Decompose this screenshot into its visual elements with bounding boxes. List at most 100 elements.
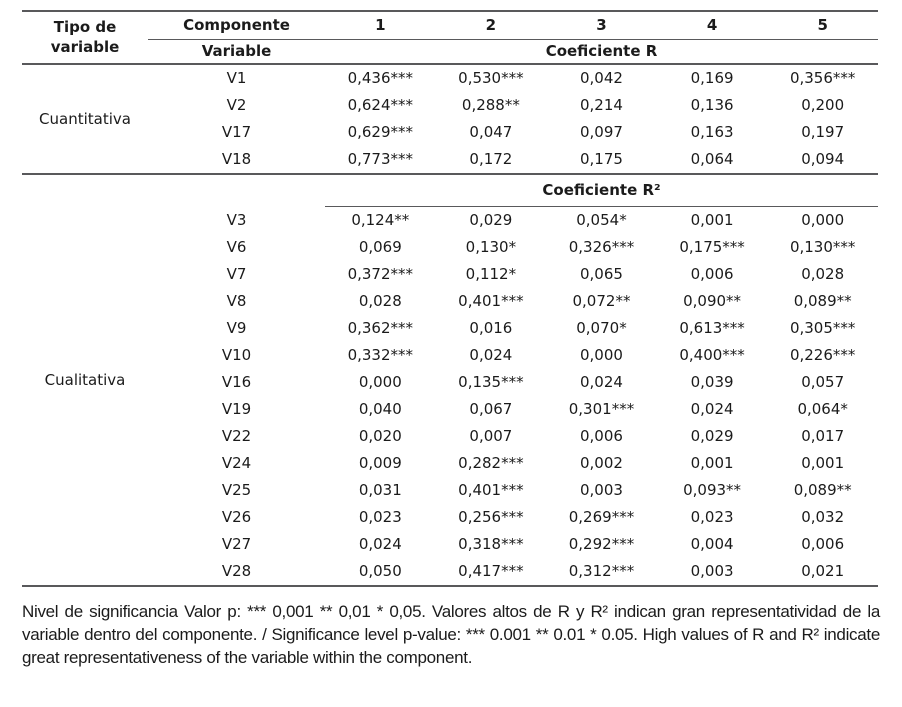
- coef-value: 0,629***: [347, 123, 414, 142]
- coef-value: 0,401***: [458, 481, 524, 500]
- coef-value: 0,067: [469, 400, 513, 419]
- coef-value: 0,372***: [347, 265, 414, 284]
- coef-value: 0,031: [358, 481, 402, 500]
- coef-value: 0,054*: [576, 211, 627, 230]
- table-row-v27: V27 0,024 0,318*** 0,292*** 0,004 0,006: [22, 531, 878, 558]
- header-row-variable: Variable Coeficiente R: [22, 39, 878, 65]
- coef-value: 0,002: [580, 454, 623, 473]
- coef-value: 0,089**: [793, 292, 852, 311]
- coef-value: 0,072**: [572, 292, 631, 311]
- variable-label: V16: [221, 373, 252, 392]
- variable-label: V3: [226, 210, 247, 229]
- table-row-v22: V22 0,020 0,007 0,006 0,029 0,017: [22, 423, 878, 450]
- coef-value: 0,016: [469, 319, 513, 338]
- coef-value: 0,006: [580, 427, 623, 446]
- coef-value: 0,069: [358, 238, 402, 257]
- variable-label: V8: [226, 292, 247, 311]
- table-row-v7: V7 0,372*** 0,112* 0,065 0,006 0,028: [22, 261, 878, 288]
- coef-value: 0,006: [690, 265, 734, 284]
- coef-value: 0,200: [801, 96, 845, 115]
- coef-value: 0,613***: [679, 319, 745, 338]
- coef-value: 0,039: [690, 373, 734, 392]
- coef-value: 0,000: [801, 211, 845, 230]
- table-row-v6: V6 0,069 0,130* 0,326*** 0,175*** 0,130***: [22, 234, 878, 261]
- coef-value: 0,040: [358, 400, 402, 419]
- coef-value: 0,318***: [458, 535, 524, 554]
- coef-value: 0,050: [358, 562, 402, 581]
- table-row-v28: V28 0,050 0,417*** 0,312*** 0,003 0,021: [22, 558, 878, 586]
- footnote: Nivel de significancia Valor p: *** 0,00…: [22, 602, 880, 667]
- coef-value: 0,400***: [679, 346, 745, 365]
- header-row-components: Tipo de variable Componente 1 2 3 4 5: [22, 11, 878, 65]
- variable-label: V10: [221, 346, 252, 365]
- coef-value: 0,401***: [458, 292, 524, 311]
- coef-value: 0,130*: [465, 238, 517, 257]
- coef-value: 0,090**: [683, 292, 742, 311]
- coef-value: 0,003: [580, 481, 623, 500]
- table-row-v1: Cuantitativa V1 0,436*** 0,530*** 0,042 0,169…: [22, 64, 878, 175]
- header-component-4: 4: [656, 11, 768, 40]
- coef-value: 0,773***: [325, 146, 436, 175]
- coef-value: 0,028: [801, 265, 845, 284]
- variable-label: V27: [221, 535, 252, 554]
- table-row-v9: V9 0,362*** 0,016 0,070* 0,613*** 0,305***: [22, 315, 878, 342]
- variable-label: V1: [226, 69, 247, 88]
- coef-value: 0,362***: [347, 319, 414, 338]
- header-variable: Variable: [148, 39, 325, 65]
- variable-label: V26: [221, 508, 252, 527]
- coef-value: 0,288**: [461, 96, 520, 115]
- header-component-2: 2: [435, 11, 547, 40]
- row-group-label-cualitativa: Cualitativa: [44, 370, 126, 389]
- coef-value: 0,064*: [797, 400, 848, 419]
- coef-value: 0,530***: [458, 69, 524, 88]
- variable-label: V25: [221, 481, 252, 500]
- variable-label: V18: [148, 146, 325, 175]
- coef-value: 0,029: [690, 427, 734, 446]
- coef-value: 0,301***: [568, 400, 635, 419]
- header-component-3: 3: [546, 11, 657, 40]
- variable-label: V17: [221, 123, 252, 142]
- header-component-1: 1: [325, 11, 436, 40]
- table-row-v24: V24 0,009 0,282*** 0,002 0,001 0,001: [22, 450, 878, 477]
- coef-value: 0,130***: [789, 238, 856, 257]
- coef-value: 0,124**: [351, 211, 410, 230]
- table-row-v18: V18 0,773*** 0,172 0,175 0,064 0,094: [22, 146, 878, 175]
- coef-value: 0,312***: [568, 562, 635, 581]
- coef-value: 0,112*: [465, 265, 517, 284]
- header-componente: Componente: [148, 11, 325, 40]
- variable-label: V9: [226, 319, 247, 338]
- coef-value: 0,226***: [789, 346, 856, 365]
- coef-value: 0,042: [580, 69, 623, 88]
- coef-value: 0,256***: [458, 508, 524, 527]
- coef-value: 0,007: [469, 427, 513, 446]
- table-row-v2: V2 0,624*** 0,288** 0,214 0,136 0,200: [22, 92, 878, 119]
- coef-value: 0,064: [656, 146, 768, 175]
- variable-label: V6: [226, 238, 247, 257]
- table-row-v26: V26 0,023 0,256*** 0,269*** 0,023 0,032: [22, 504, 878, 531]
- coef-value: 0,624***: [347, 96, 414, 115]
- coef-value: 0,023: [358, 508, 402, 527]
- header-tipo-de-variable: Tipo de variable: [22, 11, 148, 65]
- variable-label: V22: [221, 427, 252, 446]
- coef-r2-header-row: Cualitativa Coeficiente R²: [22, 174, 878, 389]
- coef-value: 0,001: [801, 454, 845, 473]
- header-coeficiente-r: Coeficiente R: [325, 39, 878, 65]
- coef-value: 0,028: [358, 292, 402, 311]
- variable-label: V2: [226, 96, 247, 115]
- coef-value: 0,017: [801, 427, 845, 446]
- coef-value: 0,305***: [789, 319, 856, 338]
- table-row-v25: V25 0,031 0,401*** 0,003 0,093** 0,089**: [22, 477, 878, 504]
- coef-value: 0,001: [690, 454, 734, 473]
- coef-value: 0,004: [690, 535, 734, 554]
- coef-value: 0,326***: [568, 238, 635, 257]
- table-row-v16: V16 0,000 0,135*** 0,024 0,039 0,057: [22, 369, 878, 396]
- coef-value: 0,003: [690, 562, 734, 581]
- coef-value: 0,269***: [568, 508, 635, 527]
- coef-value: 0,032: [801, 508, 845, 527]
- coef-value: 0,417***: [458, 562, 524, 581]
- coef-value: 0,021: [801, 562, 845, 581]
- variable-label: V28: [221, 562, 252, 581]
- coef-value: 0,197: [801, 123, 845, 142]
- row-group-label-cuantitativa: Cuantitativa: [22, 64, 148, 175]
